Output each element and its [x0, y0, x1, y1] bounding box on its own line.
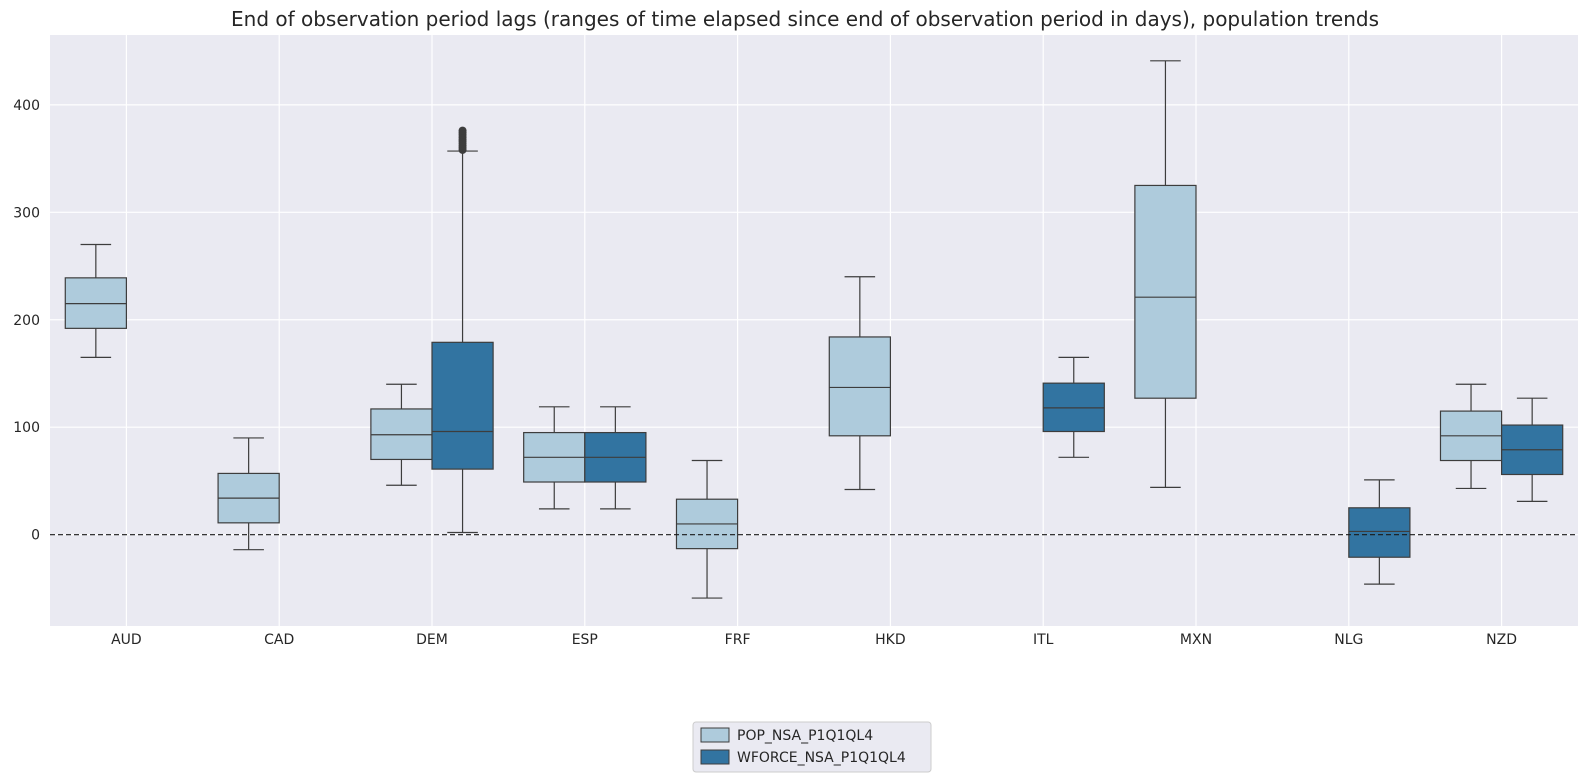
x-tick-label: ESP — [572, 632, 598, 648]
x-tick-label: AUD — [111, 632, 142, 648]
x-tick-label: DEM — [416, 632, 448, 648]
x-tick-label: NZD — [1486, 632, 1517, 648]
box-NLG — [1348, 507, 1411, 558]
series-WFORCE_NSA_P1Q1QL4 — [431, 126, 1564, 585]
x-tick-label: ITL — [1033, 632, 1054, 648]
plot-area — [50, 35, 1578, 626]
legend-swatch — [700, 749, 730, 765]
legend-swatch — [700, 727, 730, 743]
outlier-point — [458, 126, 467, 135]
box-MXN — [1134, 184, 1197, 399]
box-HKD — [828, 336, 892, 437]
legend: POP_NSA_P1Q1QL4 WFORCE_NSA_P1Q1QL4 — [692, 721, 932, 773]
box-DEM — [431, 341, 494, 470]
series-POP_NSA_P1Q1QL4 — [64, 60, 1503, 599]
legend-label: POP_NSA_P1Q1QL4 — [737, 728, 873, 744]
x-tick-label: MXN — [1180, 632, 1212, 648]
legend-label: WFORCE_NSA_P1Q1QL4 — [737, 750, 906, 766]
x-tick-label: FRF — [725, 632, 751, 648]
chart-title: End of observation period lags (ranges o… — [231, 7, 1379, 31]
y-tick-label: 200 — [13, 313, 40, 329]
x-tick-label: NLG — [1334, 632, 1363, 648]
y-tick-label: 100 — [13, 420, 40, 436]
x-tick-label: HKD — [875, 632, 906, 648]
y-tick-label: 300 — [13, 205, 40, 221]
plot-background — [50, 35, 1578, 626]
y-tick-label: 400 — [13, 98, 40, 114]
y-axis: 0 100 200 300 400 — [13, 98, 40, 544]
legend-box — [692, 721, 932, 773]
y-tick-label: 0 — [31, 528, 40, 544]
x-axis: AUD CAD DEM ESP FRF HKD ITL MXN NLG NZD — [111, 632, 1517, 648]
x-tick-label: CAD — [264, 632, 294, 648]
